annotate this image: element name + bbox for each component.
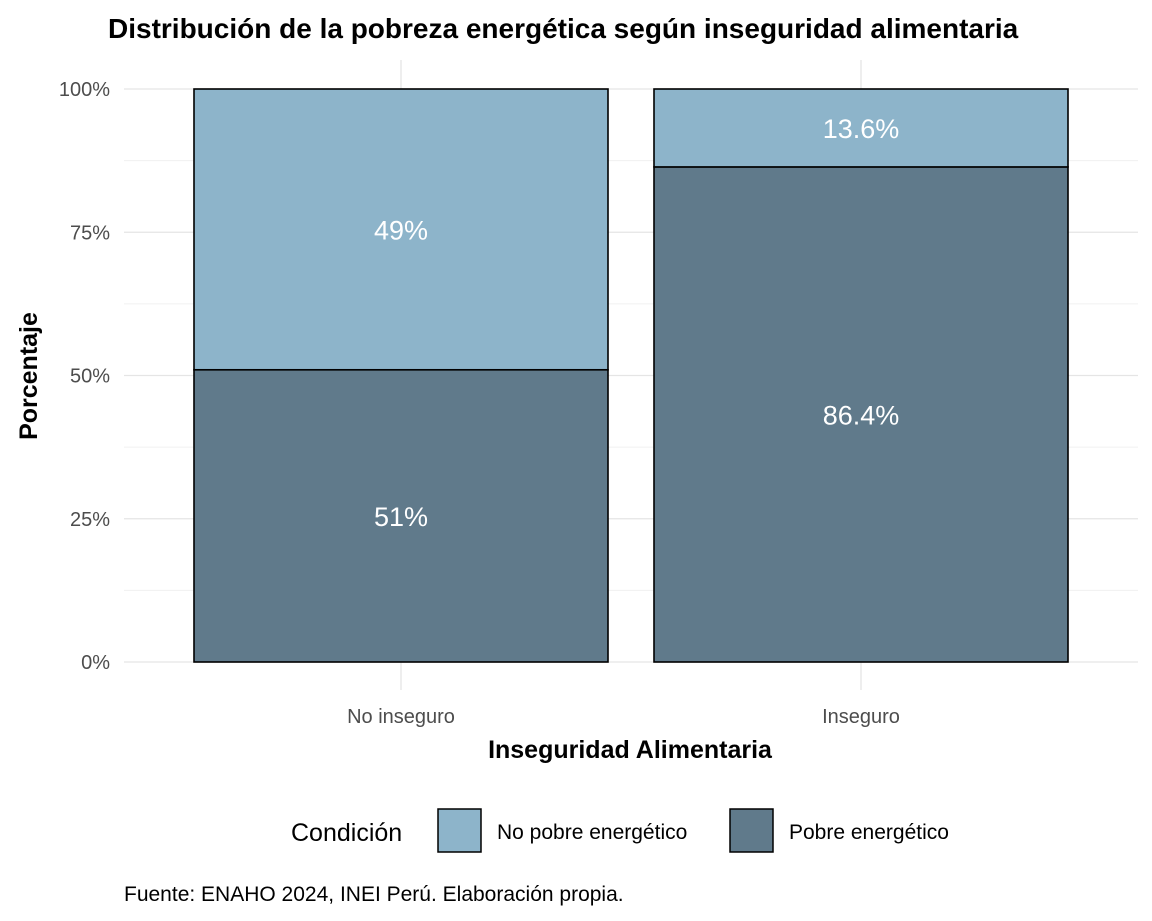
legend-label-no-pobre: No pobre energético bbox=[497, 821, 687, 844]
y-tick-label: 75% bbox=[70, 222, 110, 244]
legend-swatch-pobre bbox=[729, 808, 774, 853]
data-label-no-pobre-energ-tico-0: 49% bbox=[374, 215, 428, 245]
bar-segment-pobre-energ-tico-0 bbox=[193, 368, 609, 663]
y-tick-label: 100% bbox=[59, 79, 110, 101]
chart-title: Distribución de la pobreza energética se… bbox=[108, 13, 1019, 44]
data-label-no-pobre-energ-tico-1: 13.6% bbox=[823, 114, 900, 144]
y-axis-ticks: 0% 25% 50% 75% 100% bbox=[59, 79, 110, 674]
bar-segment-no-pobre-energ-tico-0 bbox=[193, 88, 609, 371]
bar-segment-pobre-energ-tico-1 bbox=[653, 166, 1069, 663]
y-tick-label: 50% bbox=[70, 366, 110, 388]
bar-segment-no-pobre-energ-tico-1 bbox=[653, 88, 1069, 168]
y-tick-label: 0% bbox=[81, 652, 110, 674]
legend-title: Condición bbox=[291, 819, 402, 847]
y-tick-label: 25% bbox=[70, 509, 110, 531]
legend: Condición No pobre energético Pobre ener… bbox=[291, 808, 949, 853]
data-label-pobre-energ-tico-1: 86.4% bbox=[823, 400, 900, 430]
x-tick-label: No inseguro bbox=[347, 706, 455, 728]
x-axis-ticks: No inseguro Inseguro bbox=[347, 706, 900, 728]
caption: Fuente: ENAHO 2024, INEI Perú. Elaboraci… bbox=[124, 883, 624, 906]
y-axis-title: Porcentaje bbox=[15, 312, 43, 440]
bars bbox=[193, 88, 1069, 663]
legend-swatch-no-pobre bbox=[437, 808, 482, 853]
data-labels: 51% 49% 86.4% 13.6% bbox=[374, 114, 899, 532]
x-axis-title: Inseguridad Alimentaria bbox=[488, 736, 773, 764]
data-label-pobre-energ-tico-0: 51% bbox=[374, 502, 428, 532]
x-tick-label: Inseguro bbox=[822, 706, 900, 728]
legend-label-pobre: Pobre energético bbox=[789, 821, 949, 844]
